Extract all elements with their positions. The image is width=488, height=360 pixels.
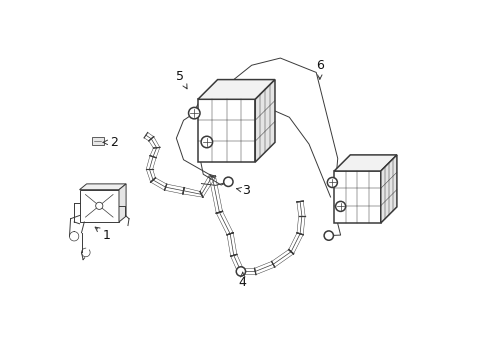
Text: 1: 1 [95, 227, 110, 242]
Circle shape [326, 177, 337, 188]
Circle shape [324, 231, 333, 240]
Circle shape [223, 177, 233, 186]
Text: 4: 4 [238, 273, 246, 289]
Circle shape [236, 267, 245, 276]
Polygon shape [119, 184, 126, 222]
Circle shape [96, 202, 102, 210]
Polygon shape [255, 80, 274, 162]
Polygon shape [333, 171, 380, 223]
Text: 5: 5 [176, 69, 186, 89]
Polygon shape [80, 184, 126, 190]
Text: 6: 6 [315, 59, 323, 79]
Polygon shape [80, 190, 119, 222]
Polygon shape [92, 137, 103, 145]
Polygon shape [198, 99, 255, 162]
Circle shape [188, 107, 200, 119]
Circle shape [201, 136, 212, 148]
Circle shape [335, 201, 345, 211]
Text: 2: 2 [103, 136, 117, 149]
Text: 3: 3 [236, 184, 250, 197]
Polygon shape [333, 155, 396, 171]
Polygon shape [198, 80, 274, 99]
Polygon shape [380, 155, 396, 223]
